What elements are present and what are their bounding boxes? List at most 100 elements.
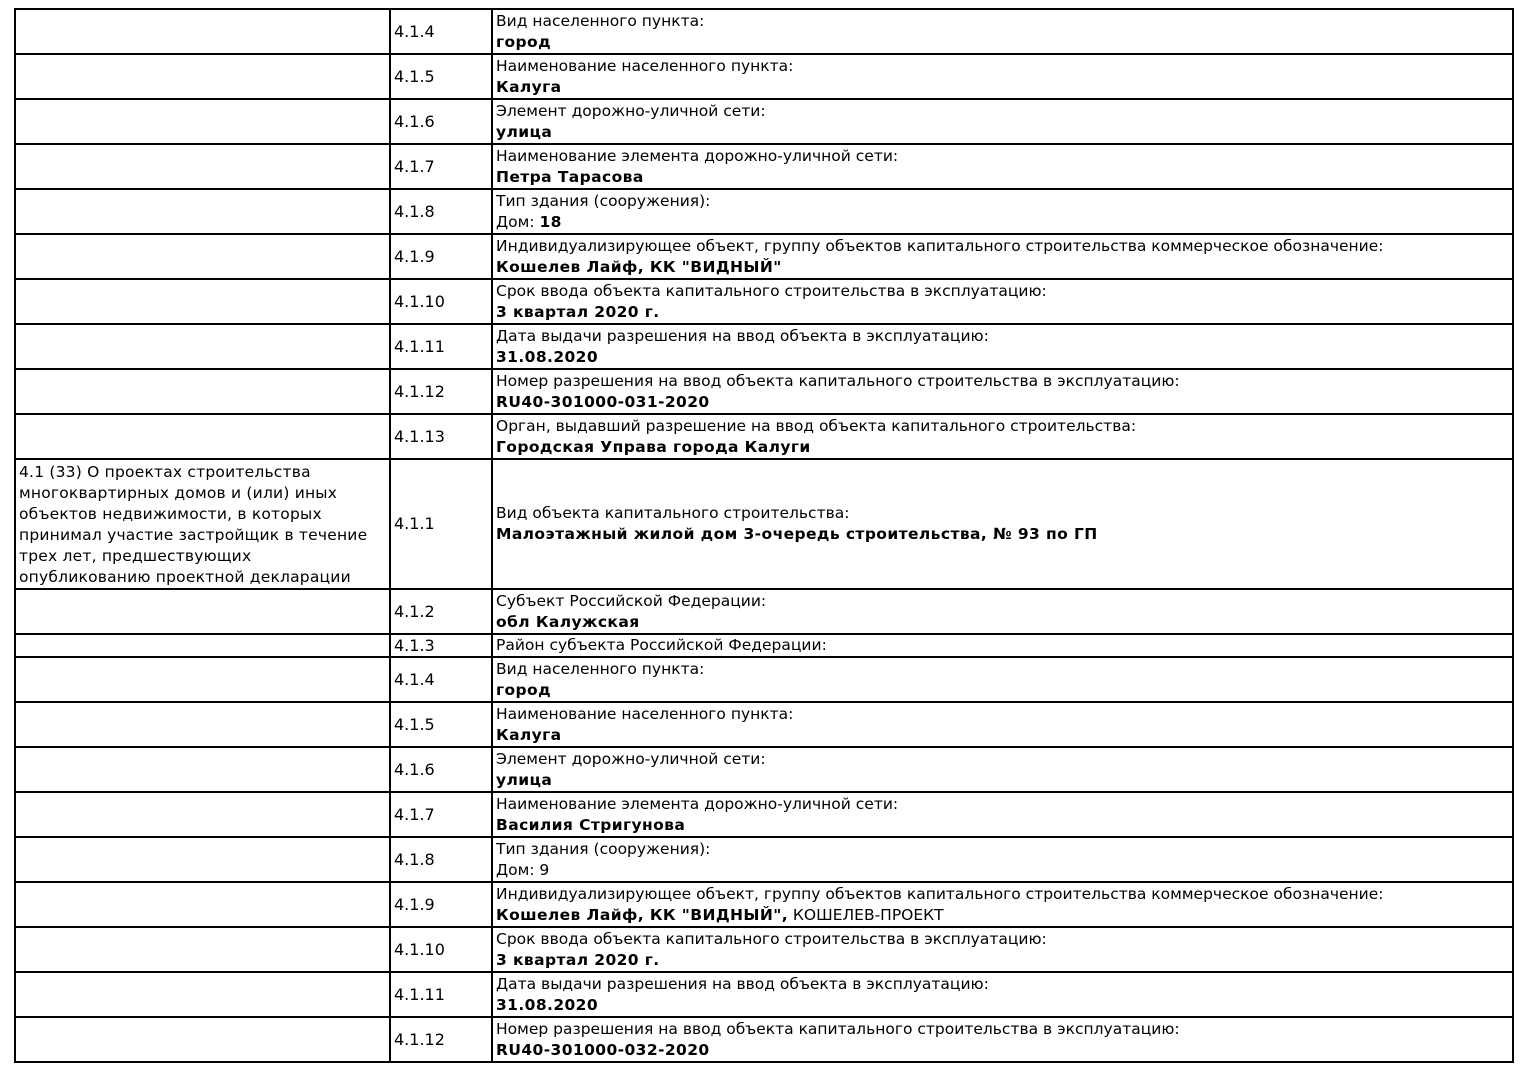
value-text: Василия Стригунова bbox=[496, 815, 686, 834]
row-content-cell: Наименование элемента дорожно-уличной се… bbox=[491, 791, 1514, 838]
table-row: 4.1.10 Срок ввода объекта капитального ст… bbox=[14, 926, 1514, 973]
value-text: Петра Тарасова bbox=[496, 167, 644, 186]
row-content-cell: Индивидуализирующее объект, группу объек… bbox=[491, 881, 1514, 928]
field-value: 31.08.2020 bbox=[496, 995, 1509, 1016]
table-row: 4.1.6 Элемент дорожно-уличной сети: улица bbox=[14, 98, 1514, 145]
row-code: 4.1.7 bbox=[389, 143, 493, 190]
row-content-cell: Вид населенного пункта: город bbox=[491, 656, 1514, 703]
field-label: Срок ввода объекта капитального строител… bbox=[496, 929, 1047, 948]
value-text: 31.08.2020 bbox=[496, 347, 599, 366]
value-text: город bbox=[496, 32, 552, 51]
field-label: Элемент дорожно-уличной сети: bbox=[496, 101, 766, 120]
table-row: 4.1.11 Дата выдачи разрешения на ввод объ… bbox=[14, 323, 1514, 370]
field-label: Район субъекта Российской Федерации: bbox=[496, 636, 827, 654]
row-content-cell: Срок ввода объекта капитального строител… bbox=[491, 926, 1514, 973]
row-code: 4.1.1 bbox=[389, 458, 493, 590]
section-cell-empty bbox=[14, 881, 391, 928]
section-cell-empty bbox=[14, 791, 391, 838]
row-code: 4.1.10 bbox=[389, 926, 493, 973]
field-label: Срок ввода объекта капитального строител… bbox=[496, 281, 1047, 300]
section-cell-empty bbox=[14, 233, 391, 280]
field-label: Элемент дорожно-уличной сети: bbox=[496, 749, 766, 768]
field-label: Тип здания (сооружения): bbox=[496, 839, 711, 858]
table-row: 4.1.7 Наименование элемента дорожно-уличн… bbox=[14, 791, 1514, 838]
row-content-cell: Орган, выдавший разрешение на ввод объек… bbox=[491, 413, 1514, 460]
field-label: Наименование элемента дорожно-уличной се… bbox=[496, 146, 899, 165]
field-label: Орган, выдавший разрешение на ввод объек… bbox=[496, 416, 1137, 435]
value-text: RU40-301000-031-2020 bbox=[496, 392, 710, 411]
field-value: Дом: 18 bbox=[496, 212, 1509, 233]
field-value: Кошелев Лайф, КК "ВИДНЫЙ" bbox=[496, 257, 1509, 278]
section-heading: 4.1 (33) О проектах строительства многок… bbox=[19, 462, 368, 586]
value-text: Кошелев Лайф, КК "ВИДНЫЙ", bbox=[496, 905, 788, 924]
value-text: улица bbox=[496, 122, 553, 141]
table-row: 4.1.4 Вид населенного пункта: город bbox=[14, 8, 1514, 55]
row-content-cell: Индивидуализирующее объект, группу объек… bbox=[491, 233, 1514, 280]
section-cell-empty bbox=[14, 188, 391, 235]
table-row: 4.1.4 Вид населенного пункта: город bbox=[14, 656, 1514, 703]
field-value: Малоэтажный жилой дом 3-очередь строител… bbox=[496, 524, 1509, 545]
row-code: 4.1.9 bbox=[389, 233, 493, 280]
table-body: 4.1.4 Вид населенного пункта: город 4.1.5 На… bbox=[14, 8, 1514, 1063]
row-code: 4.1.6 bbox=[389, 746, 493, 793]
value-text: улица bbox=[496, 770, 553, 789]
row-code: 4.1.12 bbox=[389, 368, 493, 415]
value-text: КОШЕЛЕВ-ПРОЕКТ bbox=[788, 905, 944, 924]
field-value: RU40-301000-032-2020 bbox=[496, 1040, 1509, 1061]
field-label: Индивидуализирующее объект, группу объек… bbox=[496, 884, 1384, 903]
row-code: 4.1.3 bbox=[389, 633, 493, 658]
field-label: Тип здания (сооружения): bbox=[496, 191, 711, 210]
table-row: 4.1.12 Номер разрешения на ввод объекта к… bbox=[14, 368, 1514, 415]
row-code: 4.1.10 bbox=[389, 278, 493, 325]
field-value: город bbox=[496, 32, 1509, 53]
row-code: 4.1.9 bbox=[389, 881, 493, 928]
row-content-cell: Район субъекта Российской Федерации: bbox=[491, 633, 1514, 658]
row-code: 4.1.6 bbox=[389, 98, 493, 145]
field-value: Калуга bbox=[496, 77, 1509, 98]
table-row: 4.1.12 Номер разрешения на ввод объекта к… bbox=[14, 1016, 1514, 1063]
row-code: 4.1.5 bbox=[389, 53, 493, 100]
row-content-cell: Номер разрешения на ввод объекта капитал… bbox=[491, 368, 1514, 415]
row-content-cell: Наименование населенного пункта: Калуга bbox=[491, 53, 1514, 100]
field-value: 3 квартал 2020 г. bbox=[496, 950, 1509, 971]
document-page: 4.1.4 Вид населенного пункта: город 4.1.5 На… bbox=[14, 8, 1514, 1063]
row-content-cell: Элемент дорожно-уличной сети: улица bbox=[491, 746, 1514, 793]
table-row: 4.1.7 Наименование элемента дорожно-уличн… bbox=[14, 143, 1514, 190]
field-label: Вид объекта капитального строительства: bbox=[496, 504, 850, 522]
value-text: Калуга bbox=[496, 77, 562, 96]
section-cell-empty bbox=[14, 8, 391, 55]
row-code: 4.1.11 bbox=[389, 323, 493, 370]
field-value: город bbox=[496, 680, 1509, 701]
section-cell-empty bbox=[14, 701, 391, 748]
field-label: Индивидуализирующее объект, группу объек… bbox=[496, 236, 1384, 255]
field-label: Дата выдачи разрешения на ввод объекта в… bbox=[496, 974, 989, 993]
field-label: Субъект Российской Федерации: bbox=[496, 591, 767, 610]
value-text: RU40-301000-032-2020 bbox=[496, 1040, 710, 1059]
section-cell-empty bbox=[14, 278, 391, 325]
table-row: 4.1.8 Тип здания (сооружения): Дом: 9 bbox=[14, 836, 1514, 883]
field-label: Наименование элемента дорожно-уличной се… bbox=[496, 794, 899, 813]
row-code: 4.1.13 bbox=[389, 413, 493, 460]
field-value: Калуга bbox=[496, 725, 1509, 746]
field-value: Городская Управа города Калуги bbox=[496, 437, 1509, 458]
table-row: 4.1.9 Индивидуализирующее объект, группу … bbox=[14, 233, 1514, 280]
row-content-cell: Наименование элемента дорожно-уличной се… bbox=[491, 143, 1514, 190]
section-cell-empty bbox=[14, 413, 391, 460]
section-cell-empty bbox=[14, 368, 391, 415]
section-cell: 4.1 (33) О проектах строительства многок… bbox=[14, 458, 391, 590]
row-content-cell: Тип здания (сооружения): Дом: 18 bbox=[491, 188, 1514, 235]
section-cell-empty bbox=[14, 53, 391, 100]
row-code: 4.1.5 bbox=[389, 701, 493, 748]
value-text: 18 bbox=[539, 212, 562, 231]
row-code: 4.1.4 bbox=[389, 656, 493, 703]
row-content-cell: Субъект Российской Федерации: обл Калужск… bbox=[491, 588, 1514, 635]
project-declaration-table: 4.1.4 Вид населенного пункта: город 4.1.5 На… bbox=[14, 8, 1514, 1063]
table-row: 4.1.2 Субъект Российской Федерации: обл Ка… bbox=[14, 588, 1514, 635]
field-value: Кошелев Лайф, КК "ВИДНЫЙ", КОШЕЛЕВ-ПРОЕК… bbox=[496, 905, 1509, 926]
row-content-cell: Срок ввода объекта капитального строител… bbox=[491, 278, 1514, 325]
row-code: 4.1.8 bbox=[389, 836, 493, 883]
field-value: Петра Тарасова bbox=[496, 167, 1509, 188]
value-text: Городская Управа города Калуги bbox=[496, 437, 811, 456]
field-label: Номер разрешения на ввод объекта капитал… bbox=[496, 371, 1180, 390]
field-value: 31.08.2020 bbox=[496, 347, 1509, 368]
